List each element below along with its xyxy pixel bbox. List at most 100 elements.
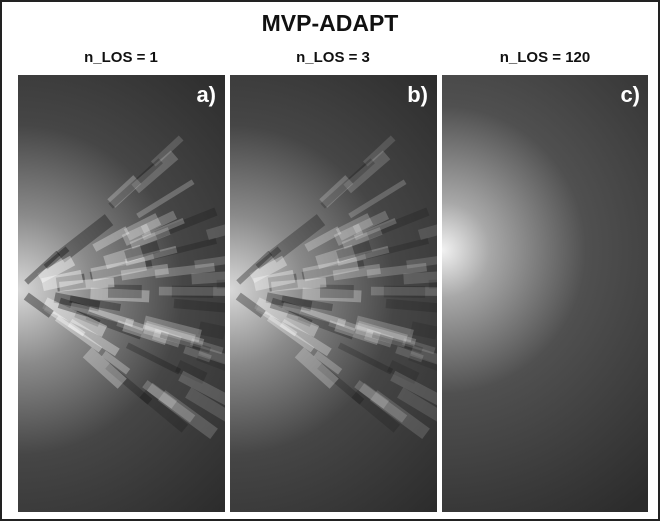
ray-streak bbox=[131, 150, 179, 194]
ray-streak bbox=[408, 353, 437, 382]
ray-streak bbox=[269, 297, 302, 317]
ray-streak bbox=[328, 320, 356, 335]
ray-streak bbox=[196, 353, 225, 382]
panel-glow bbox=[230, 75, 437, 512]
ray-streak bbox=[341, 227, 383, 250]
ray-streak bbox=[336, 245, 390, 266]
ray-streak bbox=[362, 135, 396, 167]
ray-streak bbox=[266, 315, 315, 353]
ray-streak bbox=[54, 315, 103, 353]
ray-streak bbox=[281, 295, 333, 312]
ray-streak bbox=[255, 306, 298, 337]
ray-streak bbox=[315, 244, 356, 270]
ray-streak bbox=[320, 158, 375, 209]
ray-streak bbox=[255, 246, 282, 270]
ray-streak bbox=[150, 135, 184, 167]
ray-streak bbox=[403, 270, 437, 285]
ray-streak bbox=[103, 244, 144, 270]
ray-streak bbox=[358, 382, 390, 409]
ray-streak bbox=[395, 346, 424, 363]
ray-streak bbox=[267, 273, 298, 292]
ray-streak bbox=[319, 284, 354, 299]
ray-streak bbox=[42, 297, 108, 338]
ray-streak bbox=[406, 253, 437, 269]
ray-streak bbox=[383, 285, 426, 298]
ray-streak bbox=[409, 345, 437, 372]
ray-streak bbox=[268, 214, 326, 263]
ray-streak bbox=[216, 279, 225, 289]
ray-streak bbox=[370, 286, 437, 296]
ray-streak bbox=[56, 214, 114, 263]
ray-streak bbox=[253, 269, 296, 292]
panel-image bbox=[442, 75, 648, 512]
panel-image bbox=[18, 75, 225, 512]
ray-streak bbox=[337, 342, 394, 375]
ray-streak bbox=[101, 350, 131, 375]
ray-streak bbox=[152, 328, 182, 348]
ray-streak bbox=[354, 315, 414, 343]
panel-image bbox=[230, 75, 437, 512]
ray-streak bbox=[70, 301, 135, 327]
ray-streak bbox=[122, 318, 169, 345]
ray-streak bbox=[364, 237, 429, 260]
ray-streak bbox=[286, 310, 313, 327]
ray-streak bbox=[191, 270, 225, 285]
ray-streak bbox=[57, 297, 90, 317]
ray-streak bbox=[417, 210, 437, 241]
ray-streak bbox=[146, 382, 178, 409]
ray-streak bbox=[369, 390, 430, 440]
ray-streak bbox=[335, 213, 374, 241]
ray-streak bbox=[333, 223, 364, 246]
ray-streak bbox=[173, 298, 225, 314]
ray-streak bbox=[43, 306, 86, 337]
ray-streak bbox=[387, 360, 420, 385]
ray-streak bbox=[249, 255, 288, 283]
ray-streak bbox=[343, 150, 391, 194]
ray-streak bbox=[140, 210, 178, 235]
ray-streak bbox=[354, 380, 408, 423]
ray-streak bbox=[279, 318, 332, 357]
ray-streak bbox=[317, 363, 365, 405]
panel-header: n_LOS = 1 bbox=[84, 49, 158, 66]
ray-streak bbox=[92, 226, 130, 252]
ray-streak bbox=[125, 342, 182, 375]
ray-streak bbox=[371, 331, 423, 354]
ray-streak bbox=[294, 347, 339, 389]
ray-streak bbox=[397, 387, 437, 433]
panel-tag: a) bbox=[196, 82, 216, 107]
ray-streak bbox=[332, 263, 381, 281]
ray-streak bbox=[194, 253, 225, 269]
ray-streak bbox=[120, 263, 169, 281]
ray-streak bbox=[390, 370, 437, 412]
ray-streak bbox=[183, 346, 212, 363]
ray-streak bbox=[178, 370, 225, 412]
ray-streak bbox=[124, 240, 161, 262]
ray-streak bbox=[152, 237, 217, 260]
ray-streak bbox=[82, 347, 127, 389]
ray-streak bbox=[142, 380, 196, 423]
ray-streak bbox=[319, 175, 354, 208]
ray-streak bbox=[302, 257, 359, 282]
ray-streak bbox=[154, 207, 218, 240]
ray-streak bbox=[348, 179, 407, 219]
ray-streak bbox=[197, 345, 225, 372]
ray-streak bbox=[385, 298, 437, 314]
ray-streak bbox=[302, 287, 362, 303]
ray-streak bbox=[142, 315, 202, 343]
ray-streak bbox=[154, 262, 216, 279]
ray-streak bbox=[158, 286, 225, 296]
ray-streak bbox=[141, 218, 185, 241]
ray-streak bbox=[428, 279, 437, 289]
panel-tag: b) bbox=[407, 82, 428, 107]
ray-streak bbox=[265, 292, 313, 312]
ray-streak bbox=[142, 322, 205, 347]
ray-streak bbox=[90, 257, 147, 282]
ray-streak bbox=[107, 284, 142, 299]
ray-streak bbox=[55, 273, 86, 292]
ray-streak bbox=[409, 321, 437, 340]
ray-streak bbox=[157, 390, 218, 440]
ray-streak bbox=[90, 287, 150, 303]
figure-title: MVP-ADAPT bbox=[262, 10, 399, 36]
ray-streak bbox=[123, 213, 162, 241]
